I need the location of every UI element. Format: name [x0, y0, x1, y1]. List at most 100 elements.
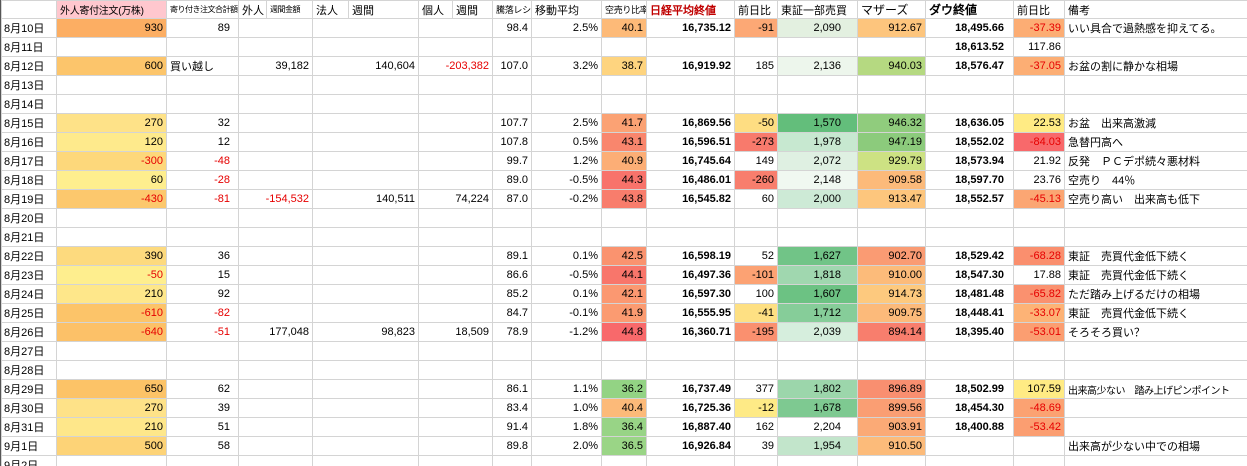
individual-weekly-cell[interactable]: [418, 265, 493, 285]
short-sell-ratio-cell[interactable]: 44.8: [601, 322, 647, 342]
corporate-weekly-cell[interactable]: [312, 151, 419, 171]
individual-weekly-cell[interactable]: [418, 18, 493, 38]
mothers-cell[interactable]: [857, 208, 926, 228]
mothers-cell[interactable]: 940.03: [857, 56, 926, 76]
open-order-total-cell[interactable]: [166, 341, 239, 361]
note-cell[interactable]: [1064, 94, 1247, 114]
updown-ratio-cell[interactable]: 86.6: [492, 265, 532, 285]
individual-weekly-cell[interactable]: [418, 170, 493, 190]
foreign-open-orders-cell[interactable]: 60: [56, 170, 167, 190]
corporate-weekly-cell[interactable]: [312, 303, 419, 323]
dow-change-cell[interactable]: -68.28: [1013, 246, 1065, 266]
individual-weekly-cell[interactable]: [418, 341, 493, 361]
note-cell[interactable]: 反発 ＰＣデポ続々悪材料: [1064, 151, 1247, 171]
open-order-total-cell[interactable]: 58: [166, 436, 239, 456]
dow-close-cell[interactable]: 18,454.30: [925, 398, 1014, 418]
nikkei-close-cell[interactable]: 16,596.51: [646, 132, 735, 152]
individual-weekly-cell[interactable]: [418, 246, 493, 266]
nikkei-close-cell[interactable]: 16,497.36: [646, 265, 735, 285]
moving-average-cell[interactable]: [531, 94, 602, 114]
updown-ratio-cell[interactable]: [492, 455, 532, 466]
foreign-weekly-cell[interactable]: [238, 455, 313, 466]
open-order-total-cell[interactable]: 89: [166, 18, 239, 38]
individual-weekly-cell[interactable]: 74,224: [418, 189, 493, 209]
open-order-total-cell[interactable]: [166, 455, 239, 466]
date-cell[interactable]: 8月30日: [1, 398, 57, 418]
updown-ratio-cell[interactable]: [492, 37, 532, 57]
date-cell[interactable]: 8月14日: [1, 94, 57, 114]
foreign-weekly-cell[interactable]: [238, 151, 313, 171]
corporate-weekly-cell[interactable]: 140,511: [312, 189, 419, 209]
mothers-cell[interactable]: [857, 455, 926, 466]
dow-change-cell[interactable]: 21.92: [1013, 151, 1065, 171]
short-sell-ratio-cell[interactable]: 41.9: [601, 303, 647, 323]
open-order-total-cell[interactable]: [166, 360, 239, 380]
dow-close-cell[interactable]: 18,576.47: [925, 56, 1014, 76]
nikkei-close-cell[interactable]: 16,597.30: [646, 284, 735, 304]
moving-average-cell[interactable]: [531, 455, 602, 466]
foreign-open-orders-cell[interactable]: [56, 37, 167, 57]
moving-average-cell[interactable]: 3.2%: [531, 56, 602, 76]
nikkei-change-cell[interactable]: [734, 94, 778, 114]
dow-close-cell[interactable]: [925, 227, 1014, 247]
updown-ratio-cell[interactable]: [492, 360, 532, 380]
mothers-cell[interactable]: [857, 75, 926, 95]
dow-change-cell[interactable]: -37.05: [1013, 56, 1065, 76]
moving-average-cell[interactable]: 2.0%: [531, 436, 602, 456]
nikkei-change-cell[interactable]: [734, 75, 778, 95]
nikkei-change-cell[interactable]: [734, 360, 778, 380]
mothers-cell[interactable]: 947.19: [857, 132, 926, 152]
corporate-weekly-cell[interactable]: 98,823: [312, 322, 419, 342]
nikkei-close-cell[interactable]: [646, 455, 735, 466]
note-cell[interactable]: いい具合で過熱感を抑えてる。: [1064, 18, 1247, 38]
corporate-weekly-cell[interactable]: [312, 113, 419, 133]
tse-trading-value-cell[interactable]: 1,712: [777, 303, 858, 323]
dow-change-cell[interactable]: -53.42: [1013, 417, 1065, 437]
foreign-weekly-cell[interactable]: [238, 37, 313, 57]
updown-ratio-cell[interactable]: 83.4: [492, 398, 532, 418]
short-sell-ratio-cell[interactable]: 36.4: [601, 417, 647, 437]
note-cell[interactable]: お盆の割に静かな相場: [1064, 56, 1247, 76]
dow-change-cell[interactable]: [1013, 208, 1065, 228]
foreign-open-orders-cell[interactable]: [56, 75, 167, 95]
tse-trading-value-cell[interactable]: [777, 75, 858, 95]
foreign-weekly-cell[interactable]: [238, 18, 313, 38]
short-sell-ratio-cell[interactable]: 44.1: [601, 265, 647, 285]
dow-change-cell[interactable]: [1013, 455, 1065, 466]
tse-trading-value-cell[interactable]: [777, 455, 858, 466]
dow-close-cell[interactable]: 18,495.66: [925, 18, 1014, 38]
short-sell-ratio-cell[interactable]: 40.4: [601, 398, 647, 418]
foreign-open-orders-cell[interactable]: -300: [56, 151, 167, 171]
nikkei-change-cell[interactable]: [734, 227, 778, 247]
dow-close-cell[interactable]: 18,597.70: [925, 170, 1014, 190]
nikkei-change-cell[interactable]: 149: [734, 151, 778, 171]
col-header-tse-trading-value[interactable]: 東証一部売買: [777, 0, 858, 19]
foreign-open-orders-cell[interactable]: [56, 227, 167, 247]
mothers-cell[interactable]: 909.58: [857, 170, 926, 190]
date-cell[interactable]: 8月18日: [1, 170, 57, 190]
tse-trading-value-cell[interactable]: [777, 94, 858, 114]
moving-average-cell[interactable]: -0.2%: [531, 189, 602, 209]
note-cell[interactable]: お盆 出来高激減: [1064, 113, 1247, 133]
updown-ratio-cell[interactable]: 107.7: [492, 113, 532, 133]
dow-close-cell[interactable]: 18,573.94: [925, 151, 1014, 171]
dow-close-cell[interactable]: 18,613.52: [925, 37, 1014, 57]
date-cell[interactable]: 8月16日: [1, 132, 57, 152]
foreign-open-orders-cell[interactable]: -50: [56, 265, 167, 285]
corporate-weekly-cell[interactable]: [312, 246, 419, 266]
individual-weekly-cell[interactable]: [418, 75, 493, 95]
updown-ratio-cell[interactable]: 89.1: [492, 246, 532, 266]
date-cell[interactable]: 8月25日: [1, 303, 57, 323]
mothers-cell[interactable]: 902.70: [857, 246, 926, 266]
col-header-foreign[interactable]: 外人: [238, 0, 267, 19]
date-cell[interactable]: 8月21日: [1, 227, 57, 247]
dow-close-cell[interactable]: 18,552.57: [925, 189, 1014, 209]
dow-change-cell[interactable]: -48.69: [1013, 398, 1065, 418]
short-sell-ratio-cell[interactable]: 44.3: [601, 170, 647, 190]
foreign-open-orders-cell[interactable]: 210: [56, 284, 167, 304]
short-sell-ratio-cell[interactable]: 38.7: [601, 56, 647, 76]
updown-ratio-cell[interactable]: 99.7: [492, 151, 532, 171]
updown-ratio-cell[interactable]: 87.0: [492, 189, 532, 209]
updown-ratio-cell[interactable]: [492, 341, 532, 361]
note-cell[interactable]: 出来高が少ない中での相場: [1064, 436, 1247, 456]
